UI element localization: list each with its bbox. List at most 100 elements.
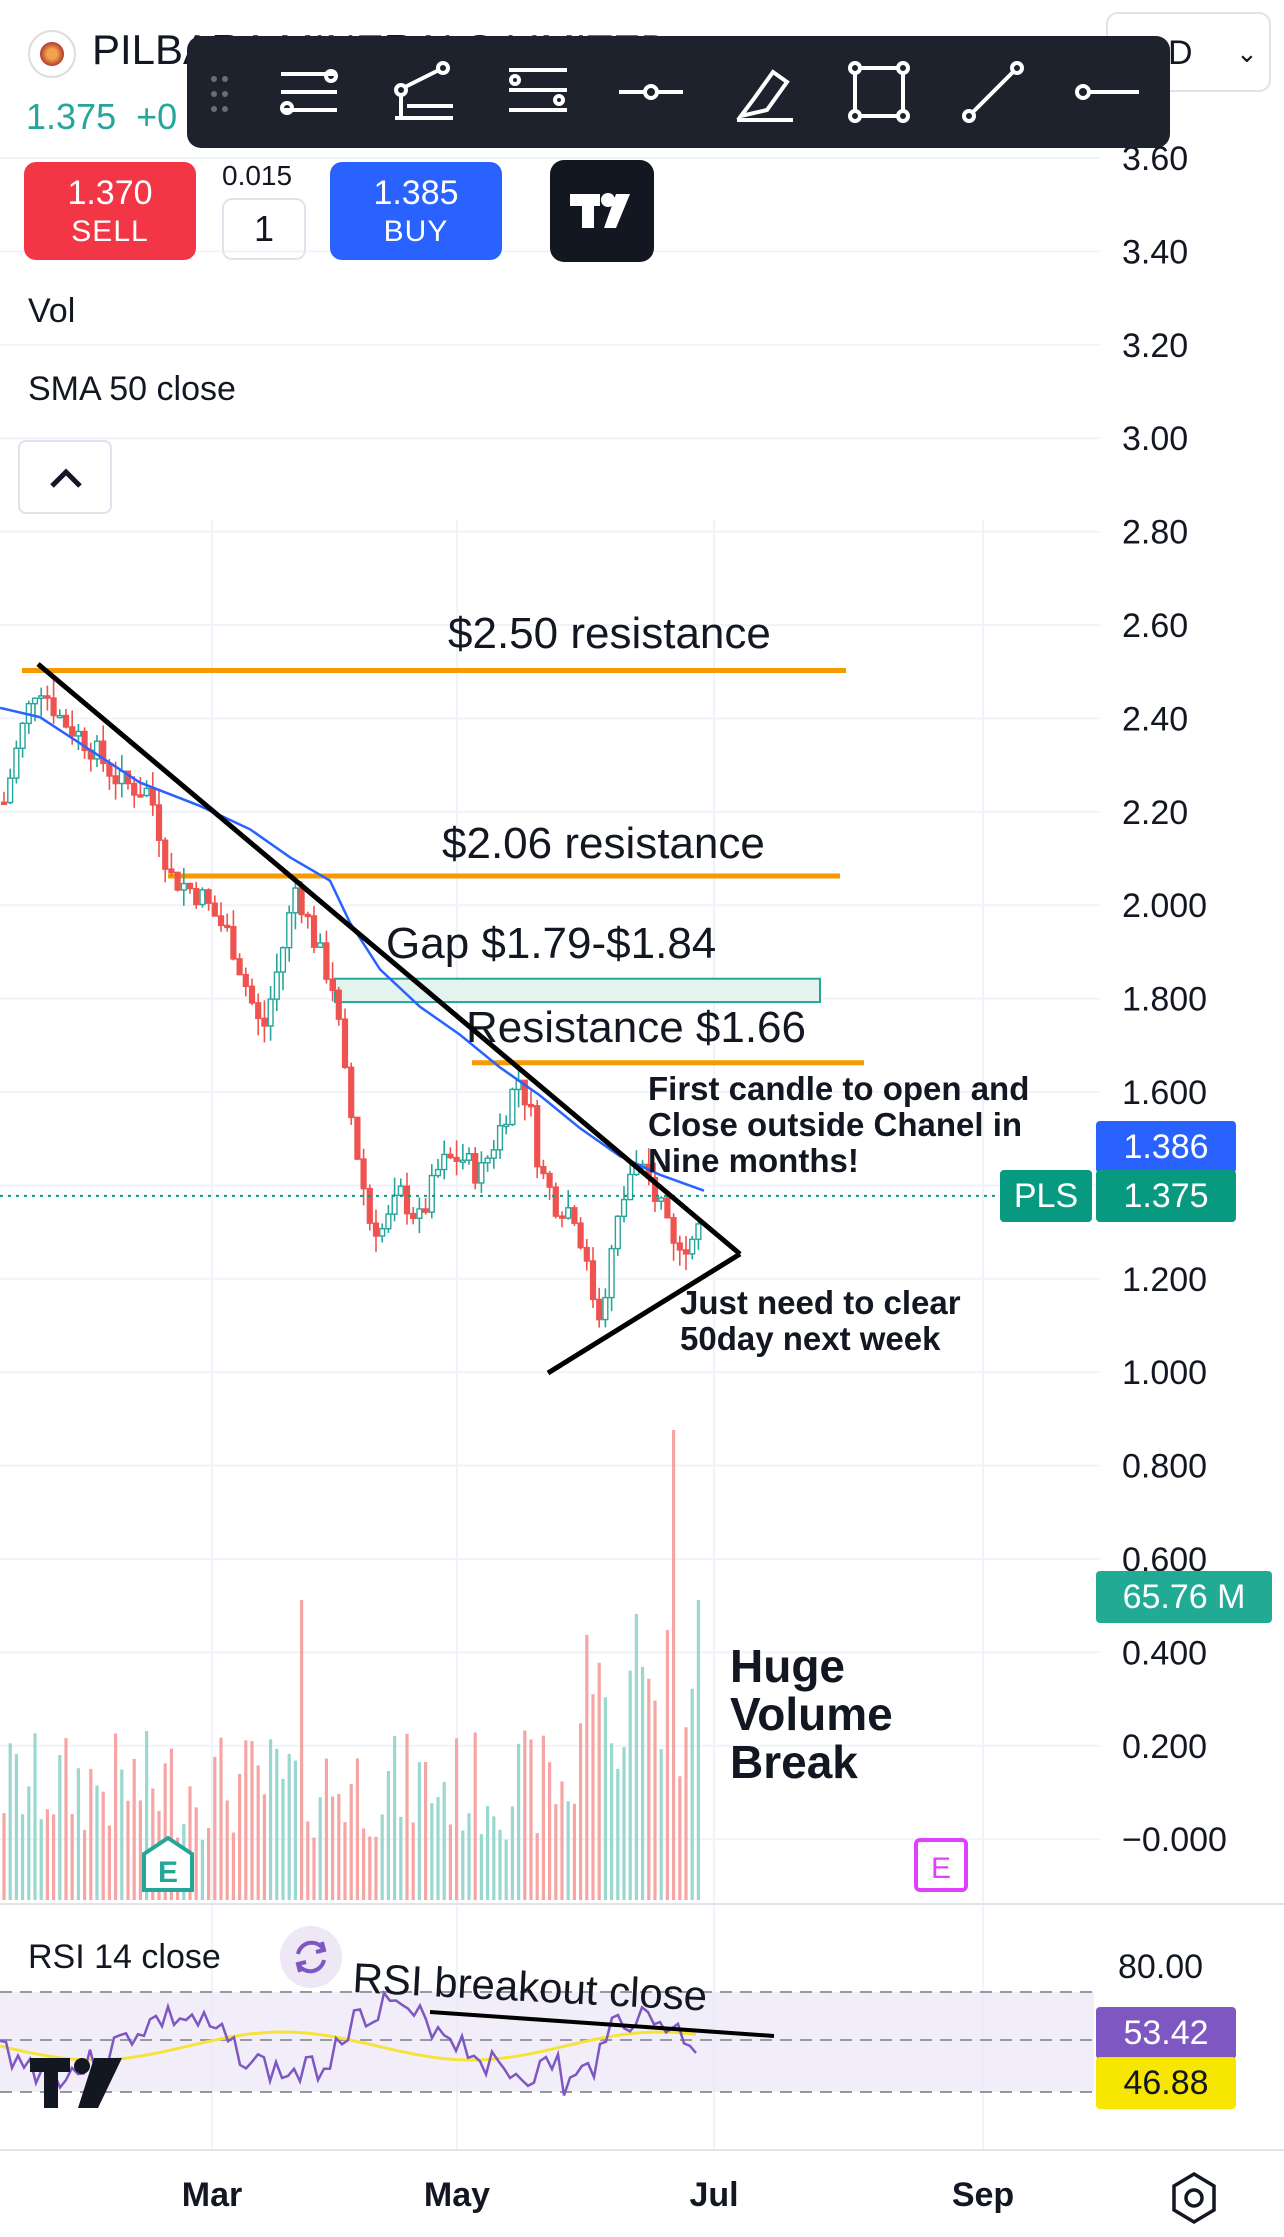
candle-body <box>38 695 45 699</box>
price-tick-label: 2.60 <box>1122 607 1188 645</box>
volume-bar <box>548 1762 552 1900</box>
breakout-note-line: Close outside Chanel in <box>648 1106 1022 1143</box>
candle-body <box>534 1105 541 1168</box>
volume-bar <box>603 1697 607 1900</box>
volume-bar <box>27 1786 31 1900</box>
candle-body <box>348 1066 355 1119</box>
candle-body <box>186 882 194 890</box>
drawings: $2.50 resistance $2.06 resistance Gap $1.7… <box>36 609 1029 1788</box>
candle-body <box>267 998 274 1027</box>
sma-50-line <box>0 706 705 1192</box>
volume-bar <box>238 1773 242 1900</box>
volume-bar <box>64 1738 68 1900</box>
candle-body <box>31 697 39 705</box>
candle-body <box>608 1247 615 1299</box>
candle-body <box>478 1162 485 1184</box>
logo-mark <box>40 42 64 66</box>
candle-body <box>13 747 20 779</box>
candle-body <box>69 726 76 737</box>
candle-body <box>81 730 88 752</box>
volume-bar <box>597 1662 601 1900</box>
horizontal-line-icon[interactable] <box>1075 60 1139 124</box>
volume-bar <box>641 1666 645 1900</box>
rsi-trend-line <box>429 2010 775 2038</box>
volume-bar <box>101 1791 105 1900</box>
candle-body <box>682 1249 690 1255</box>
time-tick-label: May <box>424 2176 490 2214</box>
tradingview-logo-button[interactable] <box>550 160 654 262</box>
volume-bar <box>269 1739 273 1900</box>
volume-bar <box>76 1768 80 1900</box>
rsi-label[interactable]: RSI 14 close <box>28 1938 221 1976</box>
volume-bar <box>560 1781 564 1900</box>
candle-body <box>571 1207 578 1224</box>
highlighter-icon[interactable] <box>733 60 797 124</box>
clear-note-line: Just need to clear <box>680 1284 961 1321</box>
volume-bar <box>244 1740 248 1900</box>
res-206-label: $2.06 resistance <box>442 819 765 868</box>
candle-body <box>279 947 287 973</box>
volume-bars <box>2 1430 700 1900</box>
candle-body <box>50 697 57 717</box>
earnings-marker-left[interactable]: E <box>142 1835 194 1892</box>
volume-bar <box>591 1694 595 1900</box>
rectangle-icon[interactable] <box>847 60 911 124</box>
candle-body <box>453 1156 460 1162</box>
volume-bar <box>517 1743 521 1900</box>
candle-body <box>596 1298 603 1321</box>
volume-bar <box>318 1797 322 1900</box>
candle-body <box>341 1018 349 1069</box>
candle-body <box>695 1223 702 1240</box>
pitchfork-icon[interactable] <box>277 60 341 124</box>
quantity-input[interactable]: 1 <box>222 198 306 260</box>
clear-note-line: 50day next week <box>680 1320 941 1357</box>
rsi-refresh-button[interactable] <box>280 1926 342 1988</box>
volume-bar <box>610 1743 614 1900</box>
volume-bar <box>163 1763 167 1900</box>
candle-body <box>676 1242 683 1251</box>
chart-settings-button[interactable] <box>1164 2168 1224 2228</box>
candle-body <box>137 794 144 798</box>
volume-bar <box>132 1758 136 1900</box>
fib-retracement-icon[interactable] <box>391 60 455 124</box>
candle-body <box>19 722 26 750</box>
volume-bar <box>89 1768 93 1900</box>
volume-bar <box>219 1737 223 1900</box>
buy-button[interactable]: 1.385 BUY <box>330 162 502 260</box>
price-tick-label: 3.20 <box>1122 327 1188 365</box>
volume-bar <box>362 1828 366 1900</box>
earnings-marker-right[interactable]: E <box>914 1838 968 1892</box>
candle-body <box>56 714 63 719</box>
parallel-channel-icon[interactable] <box>505 60 569 124</box>
collapse-legend-button[interactable] <box>18 440 112 514</box>
volume-tag: 65.76 M <box>1096 1571 1272 1623</box>
trend-line-icon[interactable] <box>961 60 1025 124</box>
candle-body <box>205 889 212 904</box>
sell-button[interactable]: 1.370 SELL <box>24 162 196 260</box>
price-tick-label: 2.000 <box>1122 887 1207 925</box>
candle-body <box>509 1088 516 1126</box>
candle-body <box>620 1198 628 1218</box>
candle-body <box>428 1174 435 1213</box>
volume-bar <box>324 1758 328 1900</box>
candle-body <box>496 1125 504 1151</box>
drag-handle-icon[interactable] <box>209 74 231 114</box>
volume-bar <box>678 1776 682 1900</box>
sell-label: SELL <box>71 215 149 248</box>
candle-body <box>304 913 311 918</box>
drawing-toolbar[interactable] <box>187 36 1170 148</box>
sma-label[interactable]: SMA 50 close <box>28 370 236 408</box>
volume-bar <box>405 1733 409 1900</box>
horizontal-ray-icon[interactable] <box>619 60 683 124</box>
candle-body <box>298 887 305 916</box>
volume-bar <box>262 1794 266 1900</box>
volume-bar <box>665 1630 669 1900</box>
candle-body <box>447 1153 454 1159</box>
candle-body <box>174 871 181 891</box>
vol-label[interactable]: Vol <box>28 292 76 330</box>
price-tick-label: −0.000 <box>1122 1821 1227 1859</box>
volume-bar <box>188 1786 192 1900</box>
volume-bar <box>572 1803 576 1900</box>
